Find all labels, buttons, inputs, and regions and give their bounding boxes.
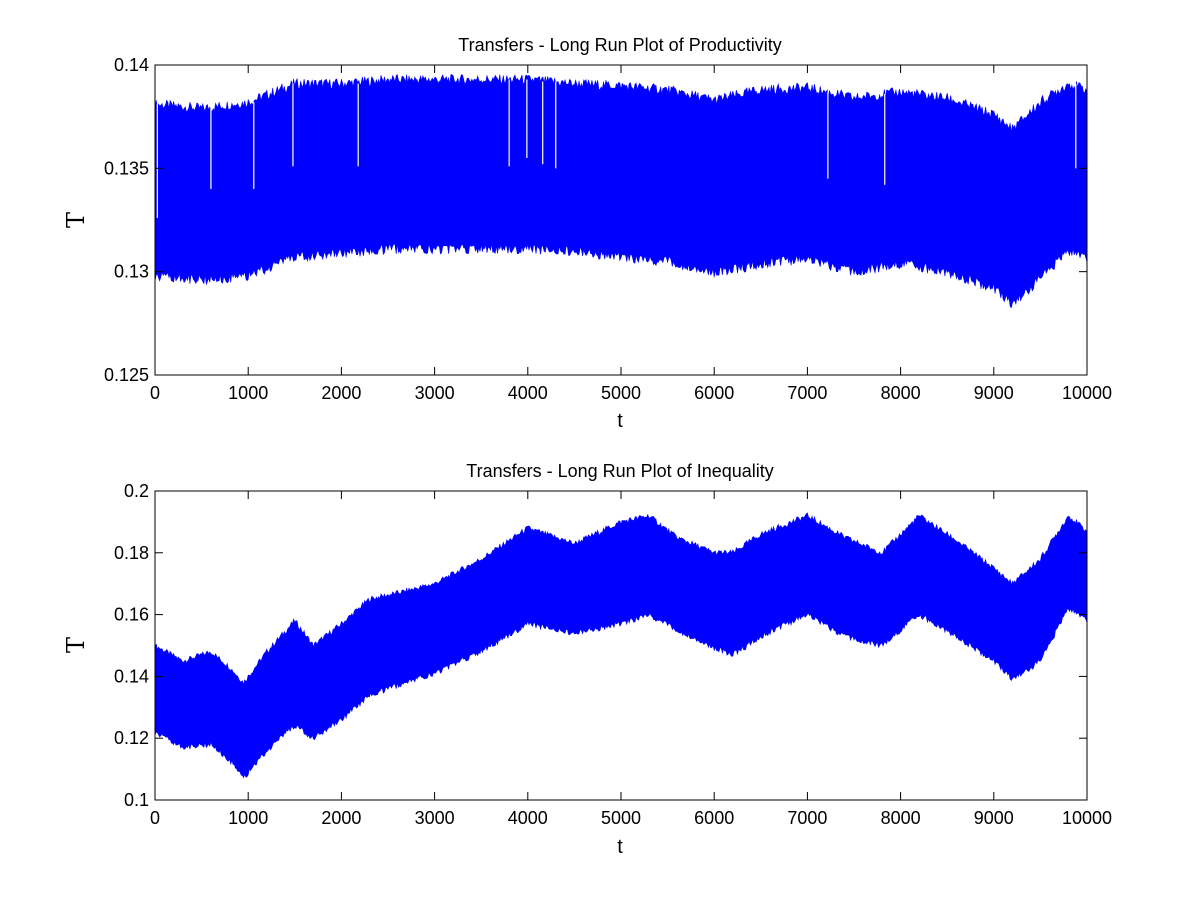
inequality-y-tick-label: 0.2 [124, 481, 149, 501]
inequality-series-band [154, 512, 1088, 779]
productivity-y-tick-label: 0.125 [104, 365, 149, 385]
productivity-x-tick-label: 6000 [694, 383, 734, 403]
inequality-x-tick-label: 5000 [601, 808, 641, 828]
inequality-x-tick-label: 9000 [974, 808, 1014, 828]
inequality-chart: Transfers - Long Run Plot of Inequality … [62, 461, 1112, 858]
inequality-y-axis-label: T [62, 637, 90, 653]
productivity-x-tick-label: 4000 [508, 383, 548, 403]
inequality-x-tick-label: 10000 [1062, 808, 1112, 828]
productivity-x-axis-label: t [617, 410, 623, 432]
inequality-y-tick-label: 0.12 [114, 728, 149, 748]
inequality-chart-title: Transfers - Long Run Plot of Inequality [466, 461, 774, 481]
inequality-x-tick-label: 8000 [881, 808, 921, 828]
productivity-x-tick-label: 10000 [1062, 383, 1112, 403]
productivity-x-tick-label: 8000 [881, 383, 921, 403]
inequality-y-tick-label: 0.16 [114, 605, 149, 625]
inequality-x-tick-label: 3000 [415, 808, 455, 828]
productivity-x-tick-label: 9000 [974, 383, 1014, 403]
inequality-y-tick-label: 0.14 [114, 666, 149, 686]
inequality-x-axis-label: t [617, 836, 623, 858]
productivity-x-tick-label: 2000 [321, 383, 361, 403]
productivity-x-tick-label: 1000 [228, 383, 268, 403]
productivity-chart: Transfers - Long Run Plot of Productivit… [62, 35, 1112, 432]
productivity-series-band [154, 74, 1088, 309]
productivity-y-tick-label: 0.13 [114, 262, 149, 282]
inequality-y-tick-label: 0.18 [114, 543, 149, 563]
inequality-x-tick-label: 4000 [508, 808, 548, 828]
inequality-x-tick-label: 6000 [694, 808, 734, 828]
inequality-x-tick-label: 7000 [787, 808, 827, 828]
productivity-x-tick-label: 7000 [787, 383, 827, 403]
inequality-x-tick-label: 0 [150, 808, 160, 828]
productivity-x-tick-label: 5000 [601, 383, 641, 403]
productivity-x-tick-label: 3000 [415, 383, 455, 403]
inequality-y-tick-label: 0.1 [124, 790, 149, 810]
inequality-x-tick-label: 1000 [228, 808, 268, 828]
productivity-chart-title: Transfers - Long Run Plot of Productivit… [458, 35, 781, 55]
inequality-x-tick-label: 2000 [321, 808, 361, 828]
productivity-x-tick-label: 0 [150, 383, 160, 403]
productivity-y-axis-label: T [62, 212, 90, 228]
productivity-y-tick-label: 0.14 [114, 55, 149, 75]
productivity-y-tick-label: 0.135 [104, 158, 149, 178]
